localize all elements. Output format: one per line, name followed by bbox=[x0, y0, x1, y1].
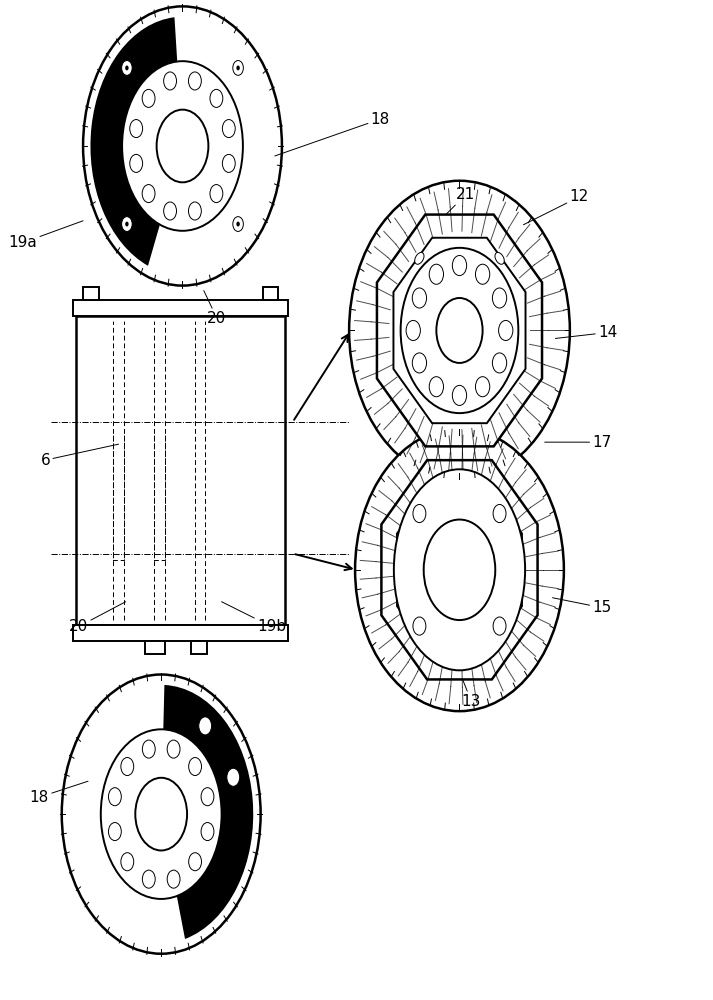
Circle shape bbox=[125, 66, 128, 70]
Circle shape bbox=[201, 823, 214, 841]
Circle shape bbox=[142, 185, 155, 203]
Text: 12: 12 bbox=[523, 189, 589, 225]
Circle shape bbox=[413, 617, 426, 635]
Circle shape bbox=[157, 110, 208, 182]
Text: 18: 18 bbox=[30, 781, 88, 805]
Ellipse shape bbox=[349, 181, 570, 480]
Circle shape bbox=[424, 520, 496, 620]
Circle shape bbox=[493, 353, 507, 373]
Circle shape bbox=[237, 66, 240, 70]
Circle shape bbox=[199, 717, 212, 735]
Circle shape bbox=[135, 778, 187, 850]
Circle shape bbox=[143, 740, 155, 758]
Circle shape bbox=[452, 255, 466, 276]
Circle shape bbox=[108, 823, 121, 841]
Circle shape bbox=[125, 222, 128, 226]
Text: 20: 20 bbox=[69, 602, 125, 634]
Circle shape bbox=[189, 758, 202, 776]
Circle shape bbox=[122, 61, 243, 231]
Circle shape bbox=[227, 768, 240, 786]
Circle shape bbox=[167, 740, 180, 758]
Circle shape bbox=[189, 853, 202, 871]
Circle shape bbox=[222, 120, 235, 138]
Polygon shape bbox=[394, 238, 525, 423]
Circle shape bbox=[201, 788, 214, 806]
Text: 18: 18 bbox=[275, 112, 390, 156]
Ellipse shape bbox=[355, 428, 564, 711]
Circle shape bbox=[164, 202, 177, 220]
Circle shape bbox=[122, 217, 132, 231]
Text: 13: 13 bbox=[459, 672, 481, 709]
Circle shape bbox=[130, 120, 143, 138]
Bar bbox=[145, 641, 165, 654]
Text: 17: 17 bbox=[545, 435, 612, 450]
Text: 21: 21 bbox=[435, 187, 475, 226]
Circle shape bbox=[498, 320, 513, 341]
Bar bbox=[263, 287, 278, 300]
Circle shape bbox=[493, 617, 506, 635]
Text: 6: 6 bbox=[41, 444, 118, 468]
Circle shape bbox=[429, 264, 443, 284]
Circle shape bbox=[401, 248, 518, 413]
Bar bbox=[83, 287, 98, 300]
Circle shape bbox=[121, 853, 134, 871]
Circle shape bbox=[436, 298, 483, 363]
Circle shape bbox=[429, 377, 443, 397]
Circle shape bbox=[101, 729, 222, 899]
Ellipse shape bbox=[495, 252, 504, 264]
Bar bbox=[73, 300, 288, 316]
Circle shape bbox=[412, 353, 426, 373]
Text: 20: 20 bbox=[204, 291, 227, 326]
Circle shape bbox=[222, 154, 235, 172]
Circle shape bbox=[122, 61, 132, 75]
Circle shape bbox=[130, 154, 143, 172]
Circle shape bbox=[476, 264, 490, 284]
Circle shape bbox=[142, 89, 155, 107]
Polygon shape bbox=[397, 482, 522, 658]
Circle shape bbox=[233, 217, 243, 231]
Circle shape bbox=[452, 385, 466, 405]
Circle shape bbox=[83, 6, 282, 286]
Circle shape bbox=[237, 222, 240, 226]
Circle shape bbox=[493, 504, 506, 523]
Circle shape bbox=[210, 185, 223, 203]
Wedge shape bbox=[91, 17, 183, 266]
Bar bbox=[191, 641, 207, 654]
Circle shape bbox=[121, 758, 134, 776]
Text: 19b: 19b bbox=[222, 602, 286, 634]
Circle shape bbox=[210, 89, 223, 107]
Circle shape bbox=[233, 61, 243, 75]
Ellipse shape bbox=[394, 469, 525, 670]
Polygon shape bbox=[381, 460, 538, 679]
Circle shape bbox=[413, 504, 426, 523]
Circle shape bbox=[62, 675, 261, 954]
Bar bbox=[73, 625, 288, 641]
Text: 19a: 19a bbox=[9, 221, 83, 250]
Circle shape bbox=[188, 72, 201, 90]
Circle shape bbox=[406, 320, 421, 341]
Circle shape bbox=[143, 870, 155, 888]
Circle shape bbox=[412, 288, 426, 308]
Circle shape bbox=[493, 288, 507, 308]
Circle shape bbox=[108, 788, 121, 806]
Bar bbox=[76, 316, 285, 625]
Wedge shape bbox=[161, 685, 253, 939]
Text: 15: 15 bbox=[553, 598, 612, 615]
Circle shape bbox=[167, 870, 180, 888]
Text: 14: 14 bbox=[555, 325, 617, 340]
Circle shape bbox=[476, 377, 490, 397]
Circle shape bbox=[188, 202, 201, 220]
Circle shape bbox=[164, 72, 177, 90]
Ellipse shape bbox=[415, 252, 424, 264]
Polygon shape bbox=[377, 215, 542, 446]
